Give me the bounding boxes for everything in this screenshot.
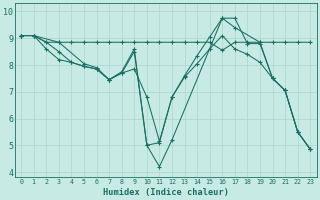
X-axis label: Humidex (Indice chaleur): Humidex (Indice chaleur)	[103, 188, 229, 197]
